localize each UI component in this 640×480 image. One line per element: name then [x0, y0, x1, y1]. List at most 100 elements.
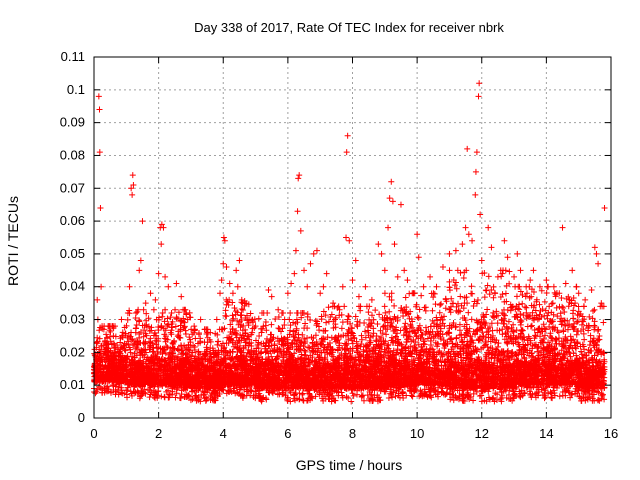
data-point [287, 309, 294, 316]
data-point [91, 352, 98, 359]
data-point [124, 387, 131, 394]
data-point [110, 325, 117, 331]
data-point [356, 303, 363, 310]
data-point [223, 313, 230, 320]
data-point [312, 317, 319, 324]
data-point [276, 325, 283, 332]
data-point [110, 359, 117, 366]
data-point [107, 338, 114, 345]
data-point [304, 311, 311, 318]
data-point [94, 334, 101, 341]
data-point [115, 384, 122, 391]
data-point [92, 372, 99, 379]
data-point [182, 330, 189, 337]
data-point [103, 376, 110, 383]
data-point [120, 361, 127, 368]
data-point [402, 320, 409, 327]
data-point [192, 335, 199, 342]
data-point [95, 355, 102, 362]
data-point [362, 328, 369, 335]
data-point [372, 307, 379, 314]
data-point [278, 309, 285, 316]
data-point [99, 389, 106, 396]
data-point [133, 325, 140, 332]
data-point [94, 386, 101, 393]
data-point [237, 331, 244, 338]
data-point [338, 325, 345, 332]
data-point [106, 333, 113, 340]
data-point [155, 323, 162, 330]
data-point [117, 377, 124, 384]
data-point [93, 378, 100, 385]
data-point [118, 384, 125, 391]
data-point [108, 363, 115, 370]
data-point [231, 305, 238, 312]
data-point [162, 306, 169, 313]
data-point [181, 323, 188, 330]
data-point [381, 303, 388, 310]
data-point [141, 327, 148, 334]
data-point [113, 366, 120, 373]
data-point [195, 331, 202, 338]
data-point [214, 341, 221, 348]
data-point [93, 340, 100, 347]
data-point [97, 350, 104, 357]
data-point [108, 389, 115, 396]
data-point [348, 329, 355, 336]
data-point [107, 328, 114, 335]
data-point [144, 386, 151, 393]
data-point [124, 334, 131, 341]
data-point [229, 312, 236, 319]
data-point [186, 309, 193, 316]
data-point [325, 318, 332, 325]
data-point [123, 322, 130, 329]
data-point [164, 315, 171, 322]
data-point [122, 347, 129, 354]
data-point [299, 391, 306, 398]
data-point [240, 306, 246, 313]
data-point [117, 356, 124, 363]
data-point [106, 358, 113, 365]
data-point [185, 392, 192, 399]
data-point [374, 320, 381, 327]
data-point [255, 315, 262, 322]
data-point [294, 309, 301, 316]
data-point [325, 304, 332, 311]
grid-lines [94, 57, 611, 418]
data-point [127, 333, 134, 340]
data-point [338, 389, 345, 396]
data-point [343, 393, 350, 400]
data-point [365, 309, 372, 316]
data-point [110, 383, 117, 390]
data-point [175, 309, 182, 316]
data-point [323, 319, 330, 326]
data-point [119, 333, 126, 340]
data-point [382, 309, 389, 316]
data-point [105, 349, 112, 356]
data-point [112, 344, 119, 351]
data-point [328, 334, 335, 341]
data-point [124, 394, 131, 401]
data-point [101, 365, 108, 372]
data-point [122, 330, 129, 337]
chart-title: Day 338 of 2017, Rate Of TEC Index for r… [194, 20, 504, 35]
data-point [109, 350, 116, 357]
data-point [316, 327, 323, 334]
data-point [418, 292, 425, 299]
data-point [103, 345, 110, 352]
data-point [115, 387, 122, 394]
data-point [121, 390, 128, 397]
data-point [345, 312, 352, 319]
data-point [177, 395, 184, 402]
data-point [345, 395, 352, 402]
data-point [96, 335, 103, 342]
data-point [112, 391, 119, 398]
data-point [121, 346, 128, 353]
data-point [101, 338, 108, 345]
data-point [128, 329, 135, 336]
data-point [341, 303, 348, 310]
data-point [103, 331, 110, 338]
data-point [169, 318, 176, 325]
data-point [179, 350, 186, 357]
data-point [105, 386, 112, 393]
